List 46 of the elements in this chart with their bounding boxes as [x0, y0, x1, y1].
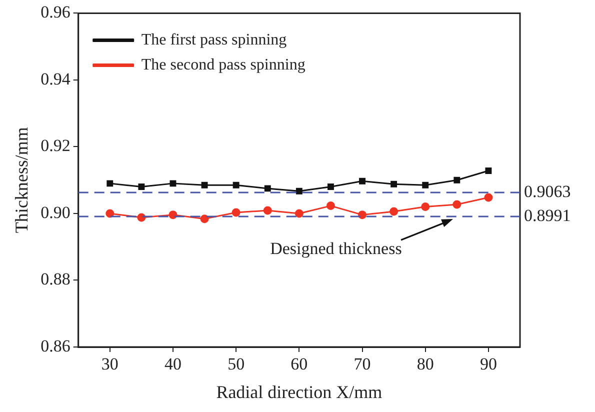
ref-line-label: 0.8991 — [524, 206, 571, 225]
point — [454, 176, 460, 184]
point — [168, 210, 178, 220]
point — [106, 180, 114, 187]
point — [484, 193, 493, 202]
y-tick-label: 0.94 — [40, 69, 71, 88]
point — [137, 213, 146, 222]
point — [294, 209, 304, 218]
point — [359, 178, 366, 184]
x-tick-label: 50 — [228, 354, 245, 374]
y-axis-title: Thickness/mm — [12, 127, 32, 234]
x-tick-label: 60 — [290, 354, 308, 374]
y-tick-label: 0.86 — [40, 336, 70, 356]
point — [263, 206, 272, 215]
point — [232, 208, 240, 217]
y-tick-label: 0.88 — [40, 270, 70, 289]
x-tick-label: 90 — [480, 354, 497, 374]
point — [326, 202, 335, 210]
point — [201, 182, 208, 188]
point — [200, 214, 209, 224]
legend-label: The second pass spinning — [141, 56, 306, 74]
point — [390, 180, 398, 188]
annotation: Designed thickness — [270, 238, 402, 258]
point — [138, 184, 145, 190]
point — [358, 210, 367, 220]
y-tick-label: 0.96 — [40, 2, 70, 22]
point — [390, 207, 398, 216]
point — [232, 182, 240, 188]
point — [485, 168, 492, 174]
x-tick-label: 70 — [354, 354, 371, 374]
y-tick-label: 0.90 — [40, 202, 70, 222]
x-tick-label: 30 — [101, 354, 118, 374]
point — [422, 182, 429, 188]
point — [296, 188, 302, 194]
ref-line-label: 0.9063 — [524, 182, 571, 201]
x-axis-title: Radial direction X/mm — [216, 382, 382, 402]
point — [264, 185, 271, 192]
y-tick-label: 0.92 — [40, 136, 70, 156]
legend-label: The first pass spinning — [141, 31, 287, 48]
x-tick-label: 40 — [164, 354, 182, 374]
x-tick-label: 80 — [416, 354, 434, 374]
point — [106, 209, 114, 218]
point — [421, 202, 430, 212]
point — [452, 200, 462, 209]
point — [170, 180, 176, 187]
point — [327, 184, 334, 190]
